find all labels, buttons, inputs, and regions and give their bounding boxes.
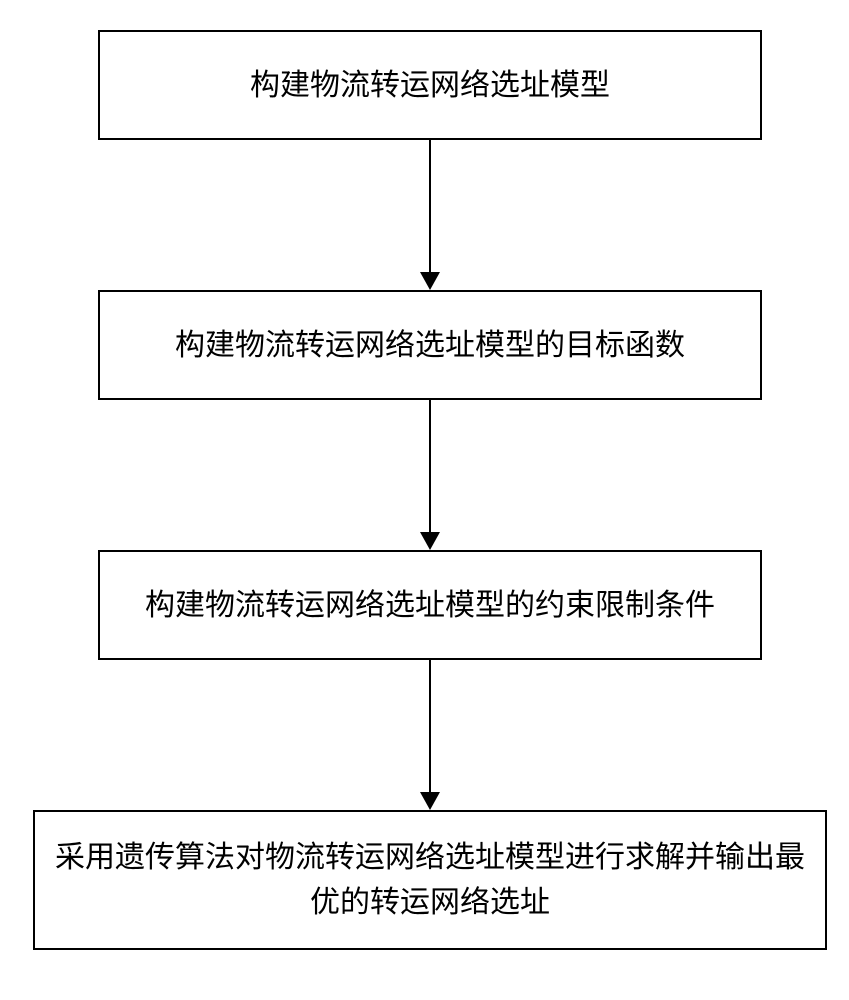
flowchart-node-4: 采用遗传算法对物流转运网络选址模型进行求解并输出最优的转运网络选址 (33, 810, 827, 950)
flowchart-arrow-3-head (420, 792, 440, 810)
node-label: 构建物流转运网络选址模型的目标函数 (175, 323, 685, 368)
flowchart-arrow-3-line (429, 660, 431, 792)
flowchart-node-1: 构建物流转运网络选址模型 (98, 30, 762, 140)
flowchart-arrow-1-head (420, 272, 440, 290)
node-label: 构建物流转运网络选址模型的约束限制条件 (145, 583, 715, 628)
flowchart-arrow-2-head (420, 532, 440, 550)
flowchart-node-3: 构建物流转运网络选址模型的约束限制条件 (98, 550, 762, 660)
flowchart-arrow-2-line (429, 400, 431, 532)
flowchart-container: 构建物流转运网络选址模型 构建物流转运网络选址模型的目标函数 构建物流转运网络选… (0, 0, 849, 1000)
node-label: 构建物流转运网络选址模型 (250, 63, 610, 108)
flowchart-arrow-1-line (429, 140, 431, 272)
flowchart-node-2: 构建物流转运网络选址模型的目标函数 (98, 290, 762, 400)
node-label: 采用遗传算法对物流转运网络选址模型进行求解并输出最优的转运网络选址 (55, 835, 805, 925)
